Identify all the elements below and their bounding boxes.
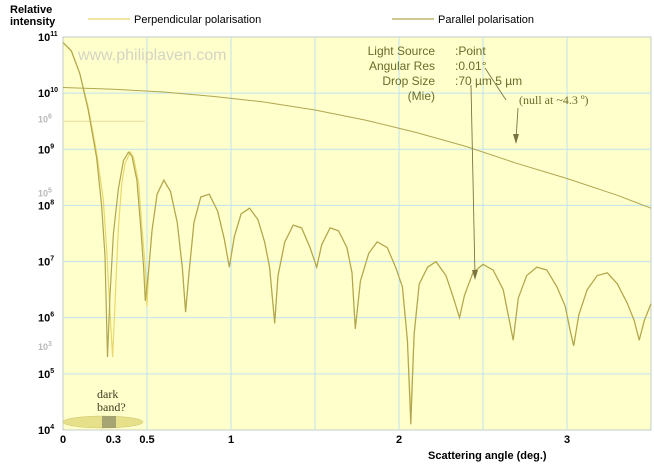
y-tick-label: 104 — [38, 424, 54, 437]
info-label: Angular Res — [369, 59, 435, 73]
dark-band-label-line1: dark — [97, 387, 118, 401]
y-tick-exponent: 8 — [50, 199, 54, 206]
x-tick-label: 3 — [564, 434, 570, 446]
y-tick-exponent-faint: 5 — [48, 188, 52, 195]
x-tick-label: 0 — [60, 434, 66, 446]
arrow-70um-line — [470, 84, 476, 277]
y-tick-exponent: 10 — [50, 87, 58, 94]
arrow-70um-head — [472, 270, 478, 280]
grid — [63, 37, 651, 430]
y-tick-label: 109 — [38, 143, 54, 156]
series-line-2 — [62, 87, 652, 209]
info-label: Light Source — [368, 44, 436, 58]
info-value: :70 µm 5 µm — [455, 74, 522, 88]
y-tick-label: 107 — [38, 256, 54, 269]
legend-perpendicular-label: Perpendicular polarisation — [134, 14, 261, 26]
y-axis-label-line2: intensity — [10, 16, 56, 28]
dark-band-shade — [102, 416, 116, 428]
y-tick-exponent: 4 — [50, 424, 54, 431]
y-tick-label-faint: 106 — [38, 113, 52, 124]
y-tick-exponent: 7 — [50, 256, 54, 263]
plot-area — [62, 36, 652, 431]
legend-parallel-label: Parallel polarisation — [438, 14, 534, 26]
y-tick-label-faint: 103 — [38, 341, 52, 352]
watermark: www.philiplaven.com — [77, 47, 227, 64]
info-value: :Point — [455, 44, 486, 58]
x-tick-label: 2 — [396, 434, 402, 446]
arrow-null-head — [513, 134, 519, 144]
y-tick-label-faint: 105 — [38, 188, 52, 199]
x-axis-tick-labels: 0 0.3 0.5 1 2 3 — [60, 434, 570, 446]
series-line-1 — [62, 42, 652, 425]
y-axis-label-line1: Relative — [10, 4, 52, 16]
legend: Perpendicular polarisation Parallel pola… — [88, 14, 534, 26]
y-tick-exponent-faint: 3 — [48, 341, 52, 348]
null-annotation: (null at ~4.3 º) — [519, 93, 589, 107]
x-axis-label: Scattering angle (deg.) — [428, 450, 547, 462]
y-tick-exponent-faint: 6 — [48, 113, 52, 120]
y-tick-label: 108 — [38, 199, 54, 212]
x-tick-label: 1 — [228, 434, 234, 446]
info-box: Light Source :Point Angular Res :0.01° Drop … — [368, 44, 523, 103]
dark-band-label-line2: band? — [97, 400, 126, 414]
info-label: (Mie) — [408, 89, 435, 103]
y-tick-label: 1010 — [38, 87, 58, 100]
arrow-5um-shaft — [484, 67, 507, 101]
y-tick-exponent: 5 — [50, 368, 54, 375]
x-tick-label: 0.5 — [139, 434, 154, 446]
y-tick-label: 106 — [38, 312, 54, 325]
y-tick-label: 105 — [38, 368, 54, 381]
x-tick-label: 0.3 — [106, 434, 121, 446]
annotation-arrows — [470, 67, 519, 280]
y-tick-exponent: 11 — [50, 31, 58, 38]
y-tick-exponent: 9 — [50, 143, 54, 150]
y-tick-exponent: 6 — [50, 312, 54, 319]
info-value: :0.01° — [455, 59, 487, 73]
info-label: Drop Size — [382, 74, 435, 88]
y-tick-label: 1011 — [38, 31, 58, 44]
series-group — [62, 42, 652, 425]
